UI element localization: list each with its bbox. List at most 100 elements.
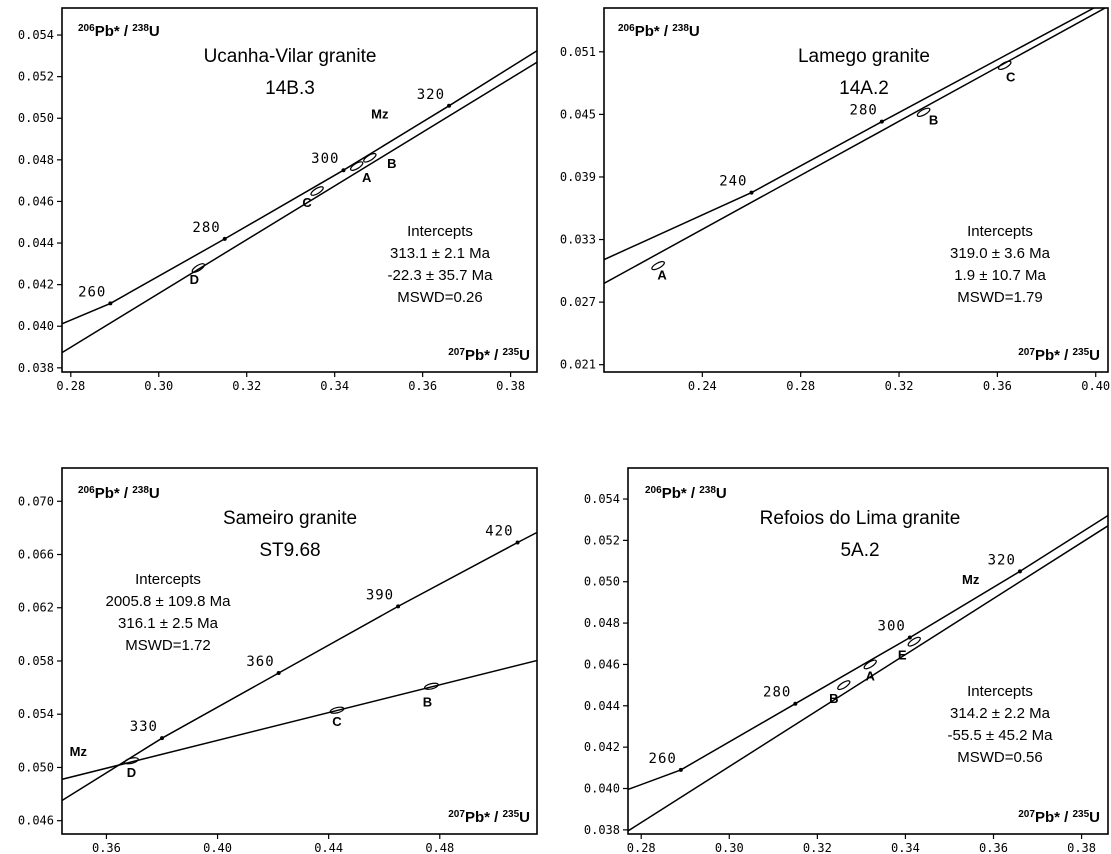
discordia-line: [62, 61, 537, 354]
intercepts-line: 2005.8 ± 109.8 Ma: [106, 593, 232, 610]
plot-frame: [61, 467, 538, 835]
error-ellipse: [124, 757, 139, 765]
y-tick-label: 0.021: [560, 358, 596, 372]
x-axis-label: 207Pb* / 235U: [1018, 809, 1100, 827]
x-tick-label: 0.32: [803, 841, 832, 854]
x-tick-label: 0.28: [786, 379, 815, 393]
panel-title: Lamego granite: [798, 46, 930, 67]
intercepts-line: 319.0 ± 3.6 Ma: [950, 245, 1051, 262]
age-marker: [907, 635, 912, 640]
error-ellipse: [997, 60, 1012, 71]
x-tick-label: 0.24: [688, 379, 717, 393]
x-tick-label: 0.48: [425, 841, 454, 854]
discordia-line: [604, 8, 1107, 285]
discordia-line: [628, 524, 1108, 832]
age-marker: [1017, 569, 1022, 574]
data-point-label: D: [127, 765, 136, 780]
panel-subtitle: 14B.3: [265, 78, 315, 99]
y-tick-label: 0.050: [18, 760, 54, 774]
concordia-age-label: 360: [246, 654, 274, 670]
error-ellipse: [310, 186, 324, 196]
panel-title: Ucanha-Vilar granite: [204, 46, 377, 67]
concordia-age-label: 240: [719, 174, 747, 190]
error-ellipse: [363, 152, 377, 163]
error-ellipse: [329, 706, 345, 714]
age-marker: [341, 168, 346, 173]
y-tick-label: 0.044: [18, 236, 54, 250]
intercepts-line: MSWD=0.56: [957, 749, 1042, 766]
intercepts-line: Intercepts: [967, 223, 1033, 240]
x-tick-label: 0.44: [314, 841, 343, 854]
plot-frame: [61, 7, 538, 373]
y-tick-label: 0.040: [18, 319, 54, 333]
concordia-age-label: 280: [763, 685, 791, 701]
data-point-label: B: [829, 691, 838, 706]
y-tick-label: 0.046: [18, 194, 54, 208]
x-tick-label: 0.34: [320, 379, 349, 393]
age-marker: [515, 540, 520, 545]
y-tick-label: 0.054: [18, 707, 54, 721]
error-ellipse: [191, 263, 206, 273]
intercepts-line: MSWD=1.79: [957, 289, 1042, 306]
age-marker: [749, 190, 754, 195]
x-tick-label: 0.40: [203, 841, 232, 854]
x-tick-label: 0.36: [92, 841, 121, 854]
y-tick-label: 0.046: [584, 657, 620, 671]
y-tick-label: 0.054: [18, 28, 54, 42]
intercepts-line: 1.9 ± 10.7 Ma: [954, 267, 1046, 284]
concordia-age-label: 420: [485, 524, 513, 540]
concordia-age-label: 300: [311, 151, 339, 167]
data-point-label: Mz: [371, 107, 389, 122]
data-point-label: E: [898, 648, 907, 663]
intercepts-line: MSWD=1.72: [125, 637, 210, 654]
data-point-label: C: [302, 195, 312, 210]
concordia-age-label: 260: [78, 284, 106, 300]
discordia-line: [62, 659, 537, 781]
data-point-label: Mz: [70, 744, 88, 759]
age-marker: [396, 604, 401, 609]
age-marker: [222, 236, 227, 241]
y-tick-label: 0.045: [560, 107, 596, 121]
error-ellipse: [837, 680, 851, 691]
x-tick-label: 0.38: [496, 379, 525, 393]
panel-refoios-do-lima: 0.28 0.30 0.32 0.34 0.36 0.38 0.038 0.040 0.042 0…: [584, 467, 1109, 854]
panel-title: Sameiro granite: [223, 508, 357, 529]
x-tick-label: 0.32: [232, 379, 261, 393]
concordia-age-label: 320: [417, 87, 445, 103]
error-ellipse: [424, 682, 439, 690]
panel-subtitle: ST9.68: [259, 540, 320, 561]
y-tick-label: 0.066: [18, 548, 54, 562]
panel-title: Refoios do Lima granite: [760, 508, 961, 529]
data-point-label: B: [929, 112, 938, 127]
y-tick-label: 0.048: [584, 616, 620, 630]
y-axis-label: 206Pb* / 238U: [78, 485, 160, 503]
concordia-curve: [604, 8, 1096, 261]
data-point-label: A: [657, 268, 667, 283]
concordia-curve: [62, 531, 537, 802]
concordia-curve: [62, 49, 537, 325]
y-tick-label: 0.046: [18, 814, 54, 828]
concordia-curve: [628, 514, 1108, 791]
age-marker: [678, 767, 683, 772]
x-tick-label: 0.36: [408, 379, 437, 393]
x-axis-label: 207Pb* / 235U: [1018, 347, 1100, 365]
y-tick-label: 0.070: [18, 494, 54, 508]
y-tick-label: 0.048: [18, 153, 54, 167]
y-tick-label: 0.042: [584, 740, 620, 754]
data-point-label: B: [423, 694, 432, 709]
concordia-age-label: 280: [850, 103, 878, 119]
intercepts-line: -22.3 ± 35.7 Ma: [388, 267, 494, 284]
y-axis-label: 206Pb* / 238U: [78, 23, 160, 41]
intercepts-line: 314.2 ± 2.2 Ma: [950, 705, 1051, 722]
panel-subtitle: 5A.2: [840, 540, 879, 561]
x-axis-label: 207Pb* / 235U: [448, 809, 530, 827]
age-marker: [108, 301, 113, 306]
intercepts-line: 313.1 ± 2.1 Ma: [390, 245, 491, 262]
y-tick-label: 0.042: [18, 278, 54, 292]
y-tick-label: 0.040: [584, 782, 620, 796]
panel-sameiro: 0.36 0.40 0.44 0.48 0.046 0.050 0.054 0.058 0.06…: [18, 467, 538, 854]
y-tick-label: 0.052: [584, 533, 620, 547]
y-tick-label: 0.038: [18, 361, 54, 375]
data-point-label: A: [362, 170, 372, 185]
